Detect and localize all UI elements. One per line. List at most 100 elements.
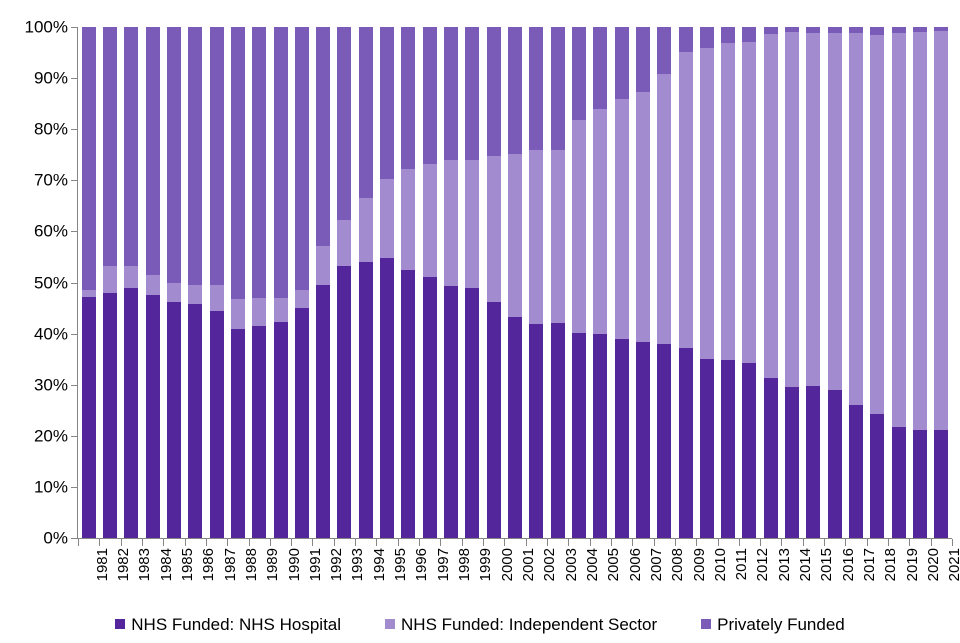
x-axis-label-2003: 2003 [562, 548, 580, 582]
bar-1986[interactable] [188, 27, 202, 538]
bar-2017[interactable] [849, 27, 863, 538]
bar-segment [892, 33, 906, 427]
bar-1995[interactable] [380, 27, 394, 538]
legend-item[interactable]: NHS Funded: Independent Sector [385, 616, 657, 633]
x-axis-tick [78, 539, 79, 546]
bar-segment [444, 27, 458, 160]
bar-2003[interactable] [551, 27, 565, 538]
bar-1982[interactable] [103, 27, 117, 538]
bar-segment [551, 27, 565, 150]
x-axis-tick [845, 539, 846, 546]
x-axis-label-2013: 2013 [775, 548, 793, 582]
bar-1984[interactable] [146, 27, 160, 538]
y-axis-tick [71, 180, 78, 182]
x-axis-tick [206, 539, 207, 546]
bar-segment [849, 27, 863, 34]
bar-1994[interactable] [359, 27, 373, 538]
bar-1981[interactable] [82, 27, 96, 538]
bar-segment [423, 164, 437, 278]
y-axis-tick [71, 486, 78, 488]
bar-segment [913, 31, 927, 431]
bar-2011[interactable] [721, 27, 735, 538]
bar-2012[interactable] [742, 27, 756, 538]
bar-1998[interactable] [444, 27, 458, 538]
x-axis-label-1997: 1997 [434, 548, 452, 582]
bar-1985[interactable] [167, 27, 181, 538]
bar-2019[interactable] [892, 27, 906, 538]
bar-1989[interactable] [252, 27, 266, 538]
bar-2016[interactable] [828, 27, 842, 538]
bar-1993[interactable] [337, 27, 351, 538]
bar-segment [849, 33, 863, 406]
x-axis-label-2000: 2000 [498, 548, 516, 582]
bar-segment [508, 153, 522, 317]
bar-2007[interactable] [636, 27, 650, 538]
bar-segment [82, 296, 96, 538]
bar-segment [359, 197, 373, 262]
bar-segment [210, 311, 224, 538]
y-axis-tick [71, 78, 78, 80]
bar-2013[interactable] [764, 27, 778, 538]
x-axis-tick [163, 539, 164, 546]
bar-2000[interactable] [487, 27, 501, 538]
bar-2020[interactable] [913, 27, 927, 538]
bar-1996[interactable] [401, 27, 415, 538]
bar-2009[interactable] [679, 27, 693, 538]
bar-segment [380, 27, 394, 179]
bar-segment [721, 360, 735, 538]
legend-label: NHS Funded: Independent Sector [401, 614, 658, 634]
bar-segment [593, 109, 607, 334]
y-axis-tick [71, 435, 78, 437]
bar-2018[interactable] [870, 27, 884, 538]
bar-2015[interactable] [806, 27, 820, 538]
bar-segment [764, 33, 778, 379]
x-axis-label-2016: 2016 [839, 548, 857, 582]
bar-segment [124, 27, 138, 267]
bar-2008[interactable] [657, 27, 671, 538]
bar-segment [295, 308, 309, 538]
bar-segment [231, 328, 245, 538]
bar-segment [636, 27, 650, 92]
bar-2002[interactable] [529, 27, 543, 538]
x-axis-label-1996: 1996 [413, 548, 431, 582]
legend-item[interactable]: Privately Funded [701, 616, 845, 633]
bar-1988[interactable] [231, 27, 245, 538]
x-axis-tick [376, 539, 377, 546]
x-axis-label-2005: 2005 [605, 548, 623, 582]
x-axis-tick [121, 539, 122, 546]
bar-1992[interactable] [316, 27, 330, 538]
bar-segment [252, 325, 266, 538]
bar-2001[interactable] [508, 27, 522, 538]
x-axis-label-2017: 2017 [861, 548, 879, 582]
legend-item[interactable]: NHS Funded: NHS Hospital [115, 616, 341, 633]
x-axis-tick [568, 539, 569, 546]
bar-segment [380, 257, 394, 538]
bar-1991[interactable] [295, 27, 309, 538]
x-axis-tick [781, 539, 782, 546]
bar-segment [700, 359, 714, 538]
legend-swatch-icon [385, 619, 396, 629]
bar-segment [742, 27, 756, 43]
bar-2014[interactable] [785, 27, 799, 538]
x-axis-label-2020: 2020 [925, 548, 943, 582]
bar-segment [103, 266, 117, 293]
bar-2005[interactable] [593, 27, 607, 538]
bar-2010[interactable] [700, 27, 714, 538]
bar-segment [423, 277, 437, 538]
bar-segment [721, 27, 735, 44]
bar-2021[interactable] [934, 27, 948, 538]
x-axis-tick [547, 539, 548, 546]
bar-1990[interactable] [274, 27, 288, 538]
bar-2004[interactable] [572, 27, 586, 538]
chart-legend: NHS Funded: NHS Hospital NHS Funded: Inde… [0, 609, 960, 639]
bar-1999[interactable] [465, 27, 479, 538]
bar-1983[interactable] [124, 27, 138, 538]
bar-1997[interactable] [423, 27, 437, 538]
bar-segment [146, 275, 160, 295]
bar-1987[interactable] [210, 27, 224, 538]
bar-segment [337, 27, 351, 221]
bar-segment [401, 27, 415, 169]
bar-2006[interactable] [615, 27, 629, 538]
x-axis-tick [440, 539, 441, 546]
